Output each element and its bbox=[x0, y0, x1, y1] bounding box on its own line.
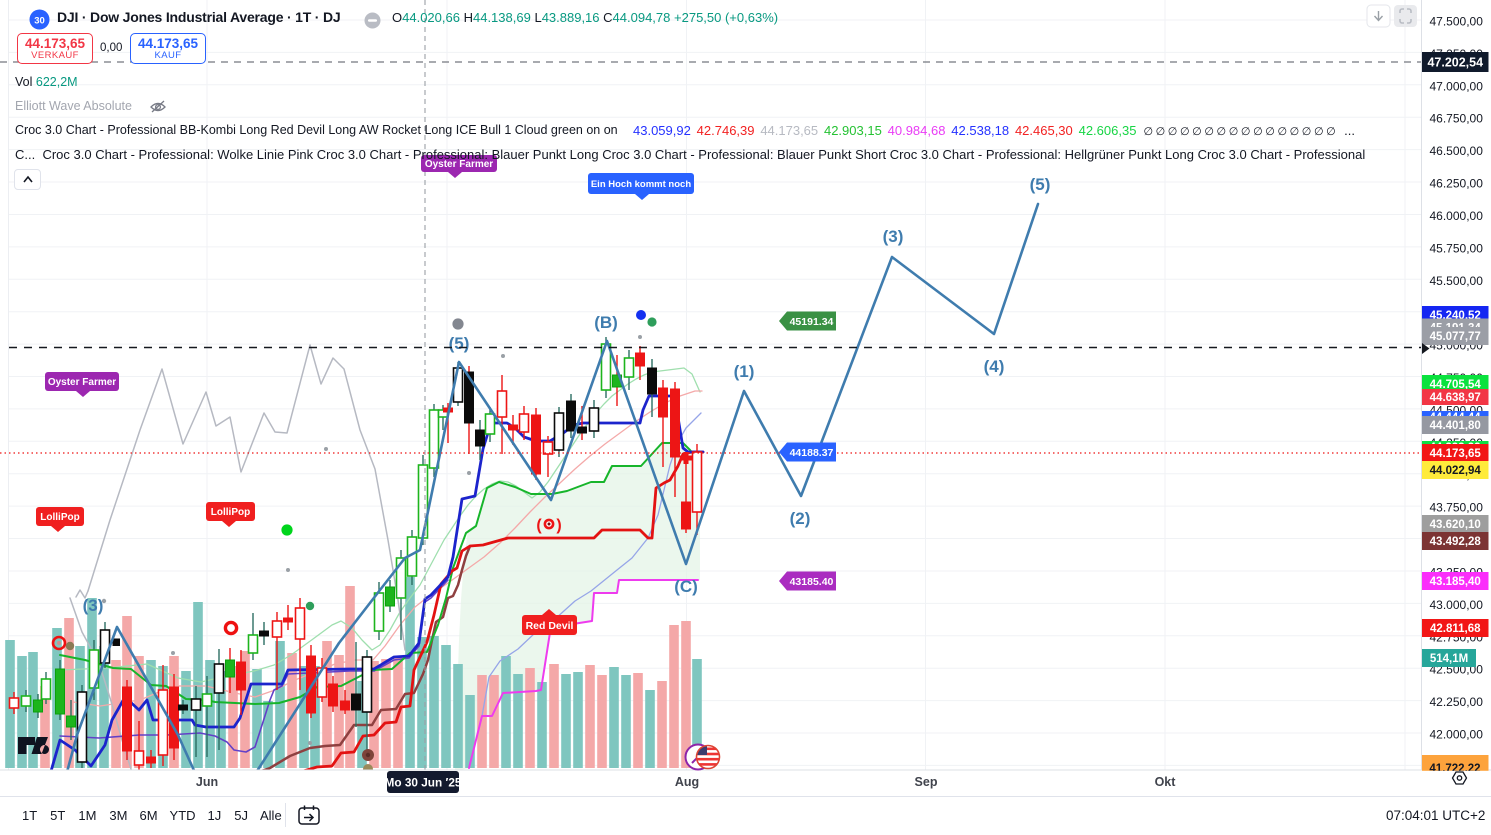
svg-text:46.250,00: 46.250,00 bbox=[1430, 177, 1484, 191]
svg-text:44.173,65: 44.173,65 bbox=[1430, 448, 1482, 460]
svg-text:(C): (C) bbox=[674, 577, 698, 596]
svg-text:(4): (4) bbox=[984, 357, 1005, 376]
svg-text:(5): (5) bbox=[1030, 175, 1051, 194]
svg-text:(: ( bbox=[536, 517, 542, 534]
svg-text:Oyster Farmer: Oyster Farmer bbox=[425, 159, 493, 170]
svg-text:Aug: Aug bbox=[675, 775, 699, 789]
svg-text:43.620,10: 43.620,10 bbox=[1430, 519, 1481, 531]
svg-text:(3): (3) bbox=[883, 227, 904, 246]
svg-text:(1): (1) bbox=[734, 362, 755, 381]
svg-text:Ein Hoch kommt noch: Ein Hoch kommt noch bbox=[591, 179, 691, 190]
svg-text:(3): (3) bbox=[83, 596, 104, 615]
svg-text:43185.40: 43185.40 bbox=[790, 576, 834, 588]
svg-text:45.500,00: 45.500,00 bbox=[1430, 274, 1484, 288]
svg-text:Sep: Sep bbox=[915, 775, 938, 789]
svg-text:45191.34: 45191.34 bbox=[790, 316, 834, 328]
svg-text:42.811,68: 42.811,68 bbox=[1430, 623, 1481, 635]
svg-text:46.750,00: 46.750,00 bbox=[1430, 112, 1484, 126]
svg-text:44.705,54: 44.705,54 bbox=[1430, 379, 1482, 391]
svg-text:43.185,40: 43.185,40 bbox=[1430, 576, 1481, 588]
svg-text:LolliPop: LolliPop bbox=[211, 507, 250, 518]
svg-text:44.401,80: 44.401,80 bbox=[1430, 420, 1481, 432]
svg-text:43.750,00: 43.750,00 bbox=[1430, 501, 1484, 515]
svg-text:Mo 30 Jun ′25: Mo 30 Jun ′25 bbox=[385, 776, 462, 790]
svg-text:43.000,00: 43.000,00 bbox=[1430, 598, 1484, 612]
svg-text:46.000,00: 46.000,00 bbox=[1430, 209, 1484, 223]
svg-text:42.000,00: 42.000,00 bbox=[1430, 728, 1484, 742]
svg-text:30: 30 bbox=[34, 16, 45, 27]
svg-text:42.250,00: 42.250,00 bbox=[1430, 695, 1484, 709]
svg-text:(5): (5) bbox=[449, 334, 470, 353]
svg-text:45.077,77: 45.077,77 bbox=[1430, 331, 1481, 343]
svg-text:Red Devil: Red Devil bbox=[526, 620, 574, 632]
svg-text:44.638,97: 44.638,97 bbox=[1430, 392, 1481, 404]
svg-text:47.500,00: 47.500,00 bbox=[1430, 15, 1484, 29]
svg-text:46.500,00: 46.500,00 bbox=[1430, 144, 1484, 158]
svg-text:44188.37: 44188.37 bbox=[790, 447, 834, 459]
svg-text:(2): (2) bbox=[790, 509, 811, 528]
svg-text:Oyster Farmer: Oyster Farmer bbox=[48, 377, 116, 388]
svg-text:514,1M: 514,1M bbox=[1430, 653, 1468, 665]
svg-text:Jun: Jun bbox=[196, 775, 218, 789]
svg-text:47.000,00: 47.000,00 bbox=[1430, 79, 1484, 93]
svg-text:44.022,94: 44.022,94 bbox=[1430, 465, 1482, 477]
svg-text:Okt: Okt bbox=[1155, 775, 1177, 789]
svg-text:(B): (B) bbox=[594, 313, 618, 332]
svg-text:43.492,28: 43.492,28 bbox=[1430, 536, 1482, 548]
svg-text:LolliPop: LolliPop bbox=[40, 512, 79, 523]
svg-text:45.750,00: 45.750,00 bbox=[1430, 241, 1484, 255]
svg-text:): ) bbox=[556, 517, 561, 534]
svg-text:47.202,54: 47.202,54 bbox=[1427, 56, 1483, 70]
